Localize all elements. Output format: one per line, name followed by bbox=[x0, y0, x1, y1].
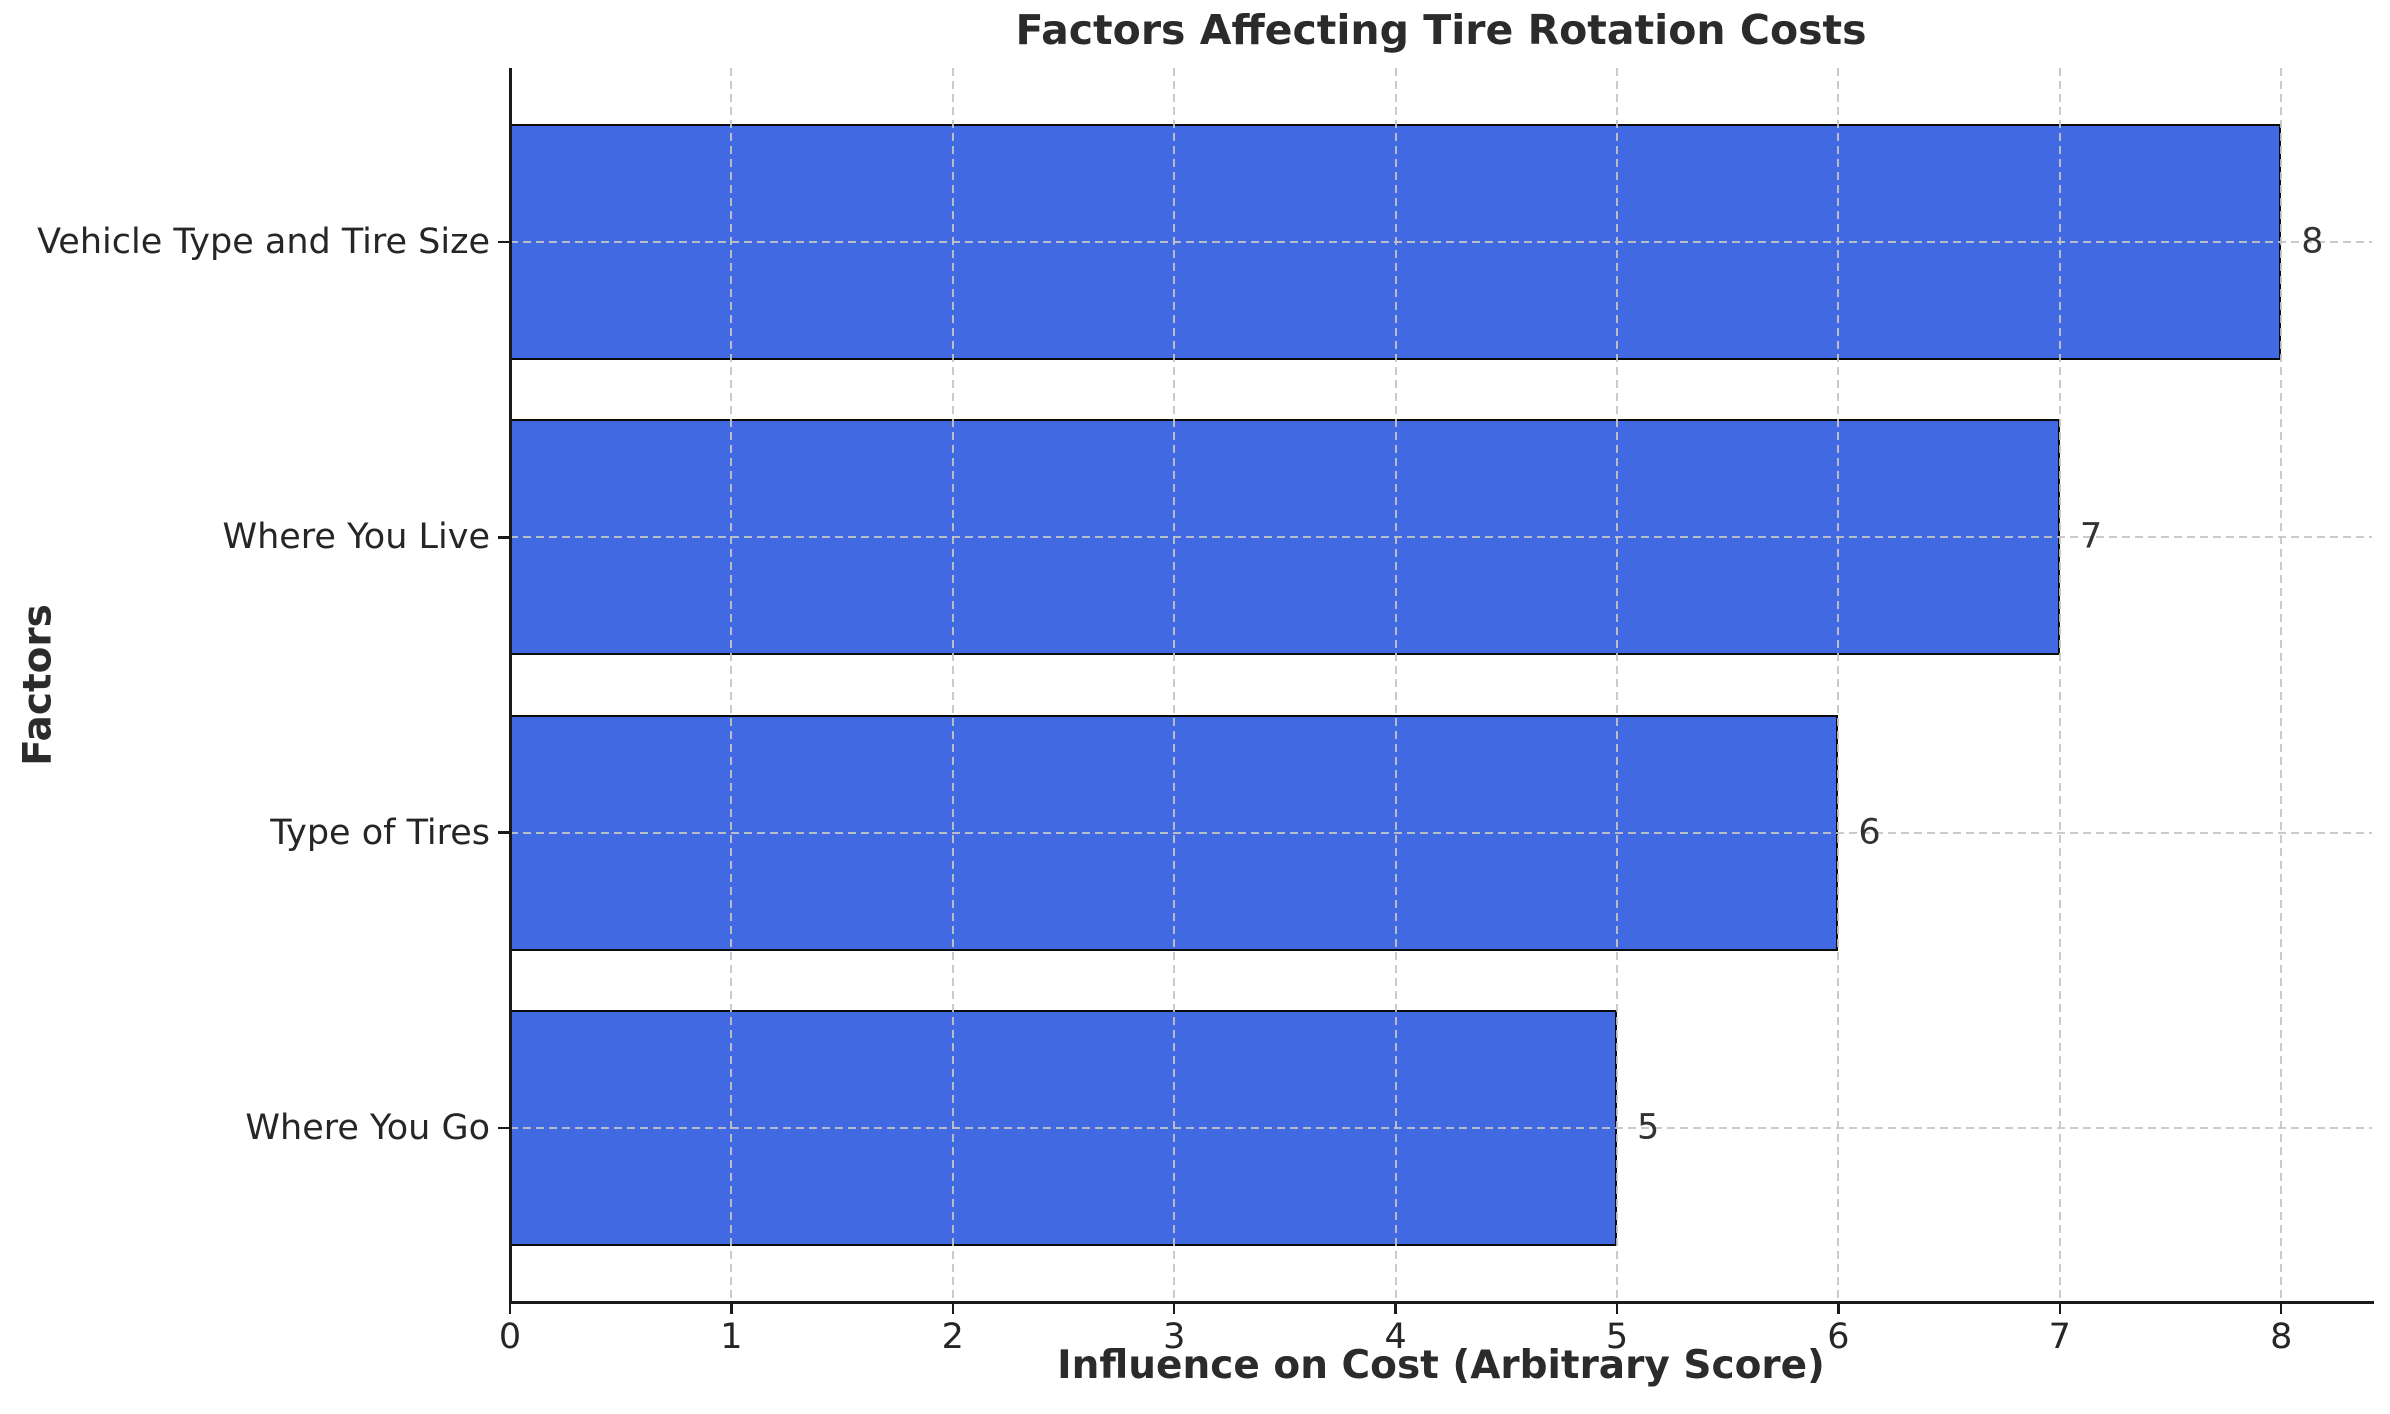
y-gridline bbox=[510, 241, 2372, 243]
x-tick bbox=[951, 1302, 955, 1314]
x-tick bbox=[1394, 1302, 1397, 1314]
x-gridline bbox=[2280, 68, 2283, 1302]
y-gridline bbox=[510, 1127, 2372, 1129]
x-tick-label: 6 bbox=[1827, 1317, 1850, 1357]
x-gridline bbox=[1837, 68, 1840, 1302]
x-axis-spine bbox=[508, 1300, 2374, 1304]
bar-value-label: 8 bbox=[2301, 221, 2324, 262]
x-tick-label: 5 bbox=[1605, 1317, 1629, 1357]
plot-area: 0 1 2 3 4 5 6 7 8 Vehicle Type and Tire Size 8 Wher… bbox=[37, 68, 2374, 1355]
bar-value-label: 5 bbox=[1637, 1107, 1660, 1148]
y-tick-label: Where You Go bbox=[245, 1108, 490, 1148]
x-tick bbox=[1615, 1302, 1619, 1314]
y-axis-spine bbox=[508, 68, 512, 1304]
x-tick-label: 7 bbox=[2048, 1317, 2071, 1357]
y-tick-label: Type of Tires bbox=[270, 812, 490, 853]
x-gridline bbox=[730, 68, 733, 1302]
x-tick bbox=[508, 1302, 512, 1314]
x-tick-label: 4 bbox=[1384, 1317, 1407, 1357]
y-tick bbox=[498, 1126, 510, 1130]
x-tick bbox=[1837, 1302, 1840, 1314]
x-tick-label: 1 bbox=[720, 1317, 743, 1357]
y-tick-label: Vehicle Type and Tire Size bbox=[37, 222, 490, 262]
y-gridline bbox=[510, 536, 2372, 539]
y-tick-label: Where You Live bbox=[222, 517, 490, 558]
y-tick bbox=[498, 536, 510, 539]
x-tick-label: 2 bbox=[941, 1317, 964, 1357]
x-gridline bbox=[1616, 68, 1618, 1302]
bar-value-label: 6 bbox=[1858, 812, 1881, 853]
x-tick bbox=[730, 1302, 733, 1314]
x-gridline bbox=[2058, 68, 2061, 1302]
x-gridline bbox=[951, 68, 954, 1302]
x-tick-label: 8 bbox=[2270, 1317, 2293, 1357]
chart-title: Factors Affecting Tire Rotation Costs bbox=[1015, 6, 1867, 54]
x-axis-label: Influence on Cost (Arbitrary Score) bbox=[1057, 1343, 1825, 1388]
x-tick-label: 3 bbox=[1163, 1317, 1186, 1357]
x-tick bbox=[1172, 1302, 1176, 1314]
x-tick bbox=[2279, 1302, 2283, 1314]
y-gridline bbox=[510, 831, 2372, 834]
y-tick bbox=[498, 831, 510, 834]
y-tick bbox=[498, 240, 510, 244]
x-gridline bbox=[1394, 68, 1397, 1302]
x-tick bbox=[2058, 1302, 2062, 1314]
x-gridline bbox=[1173, 68, 1176, 1302]
x-tick-label: 0 bbox=[498, 1317, 522, 1357]
y-axis-label: Factors bbox=[15, 604, 61, 766]
bar-value-label: 7 bbox=[2079, 516, 2103, 557]
